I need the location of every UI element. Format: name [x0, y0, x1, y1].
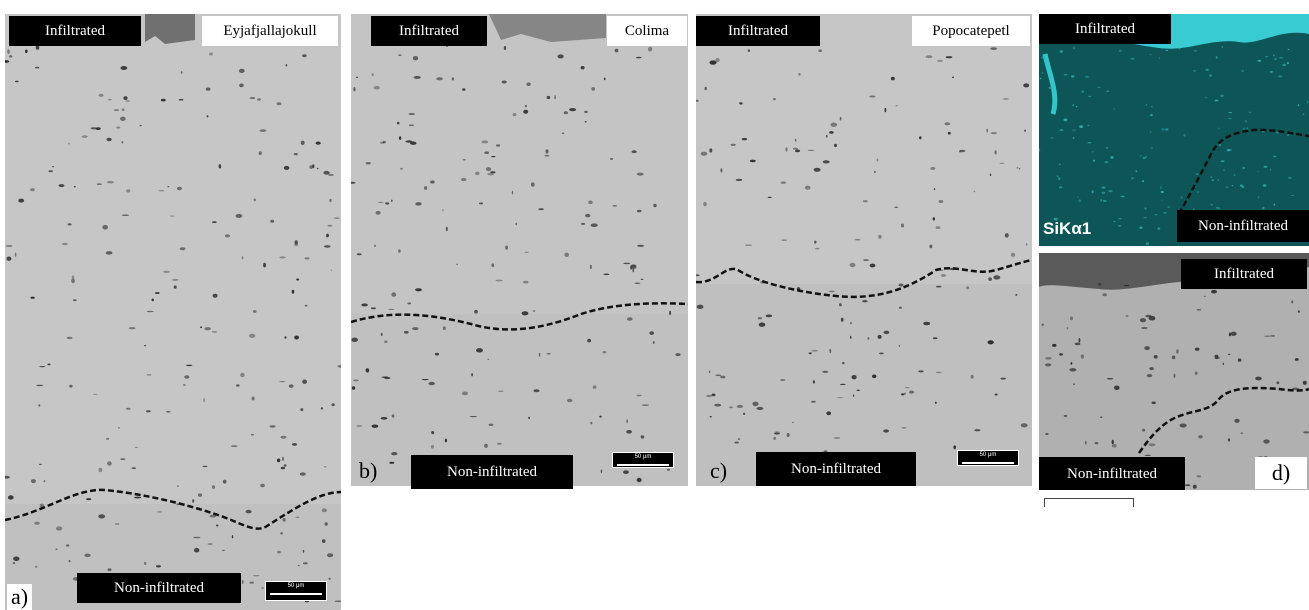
non-infiltrated-label-d: Non-infiltrated: [1039, 457, 1185, 490]
micrograph-panel-d: Infiltrated Non-infiltrated d): [1039, 253, 1309, 490]
non-infiltrated-label-d-map: Non-infiltrated: [1177, 210, 1309, 242]
micrograph-image-c: [696, 14, 1032, 486]
volcano-name-c: Popocatepetl: [912, 16, 1030, 46]
micrograph-panel-b: Infiltrated Colima 50 μm: [351, 14, 688, 486]
micrograph-image-a: [5, 14, 341, 610]
eds-map-panel-d: Infiltrated SiKα1 Non-infiltrated: [1039, 14, 1309, 246]
volcano-name-a: Eyjafjallajokull: [202, 16, 338, 46]
scale-bar-c: 50 μm: [957, 450, 1019, 466]
infiltrated-label-b: Infiltrated: [371, 16, 487, 46]
scale-bar-b: 50 μm: [612, 452, 674, 468]
non-infiltrated-label-c: Non-infiltrated: [756, 452, 916, 486]
micrograph-panel-a: Infiltrated Eyjafjallajokull Non-infiltr…: [5, 14, 341, 610]
panel-letter-c: c): [710, 458, 728, 483]
element-map-label: SiKα1: [1043, 219, 1092, 238]
non-infiltrated-label-a: Non-infiltrated: [77, 573, 241, 603]
infiltrated-label-d-map: Infiltrated: [1039, 14, 1171, 44]
infiltrated-label-a: Infiltrated: [9, 16, 141, 46]
micrograph-image-d: [1039, 253, 1309, 490]
micrograph-image-b: [351, 14, 688, 486]
panel-letter-a: a): [7, 584, 33, 610]
infiltrated-label-c: Infiltrated: [696, 16, 820, 46]
scale-bar-a: 50 μm: [265, 581, 327, 601]
panel-letter-b: b): [359, 458, 378, 483]
non-infiltrated-label-b: Non-infiltrated: [411, 455, 573, 489]
panel-letter-d: d): [1255, 457, 1307, 489]
micrograph-panel-c: Infiltrated Popocatepetl 50 μm: [696, 14, 1032, 486]
infiltrated-label-d: Infiltrated: [1181, 259, 1307, 289]
volcano-name-b: Colima: [607, 16, 687, 46]
scale-bar-d: [1044, 498, 1134, 507]
